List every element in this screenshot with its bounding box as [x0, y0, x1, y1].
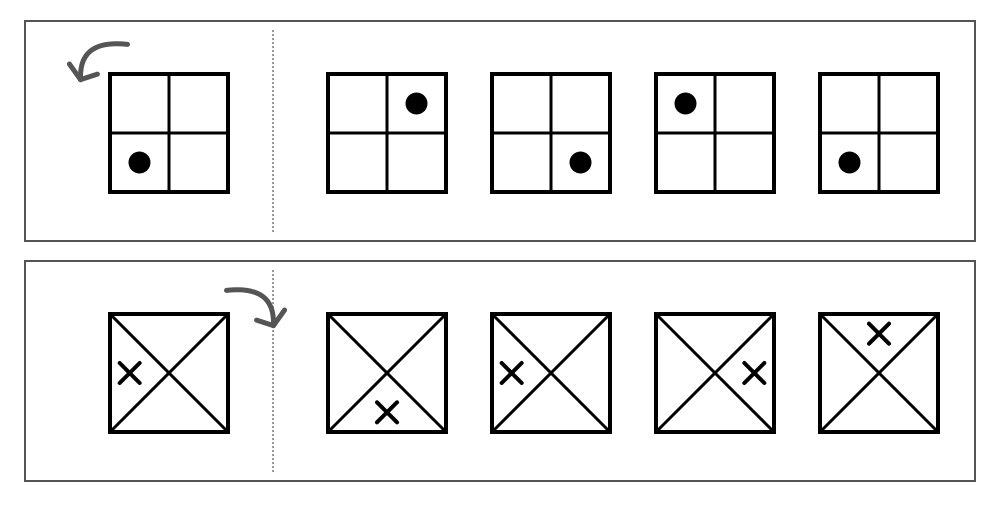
divider — [272, 30, 274, 232]
option-tile[interactable] — [486, 308, 616, 438]
option-tile[interactable] — [322, 68, 452, 198]
puzzle-row — [24, 260, 976, 482]
puzzle-row — [24, 20, 976, 242]
diagram-container — [0, 0, 1000, 520]
option-tile[interactable] — [650, 308, 780, 438]
option-tile[interactable] — [814, 308, 944, 438]
prompt-tile — [104, 308, 234, 438]
prompt-tile — [104, 68, 234, 198]
option-tile[interactable] — [322, 308, 452, 438]
option-tile[interactable] — [486, 68, 616, 198]
option-tile[interactable] — [650, 68, 780, 198]
option-tile[interactable] — [814, 68, 944, 198]
